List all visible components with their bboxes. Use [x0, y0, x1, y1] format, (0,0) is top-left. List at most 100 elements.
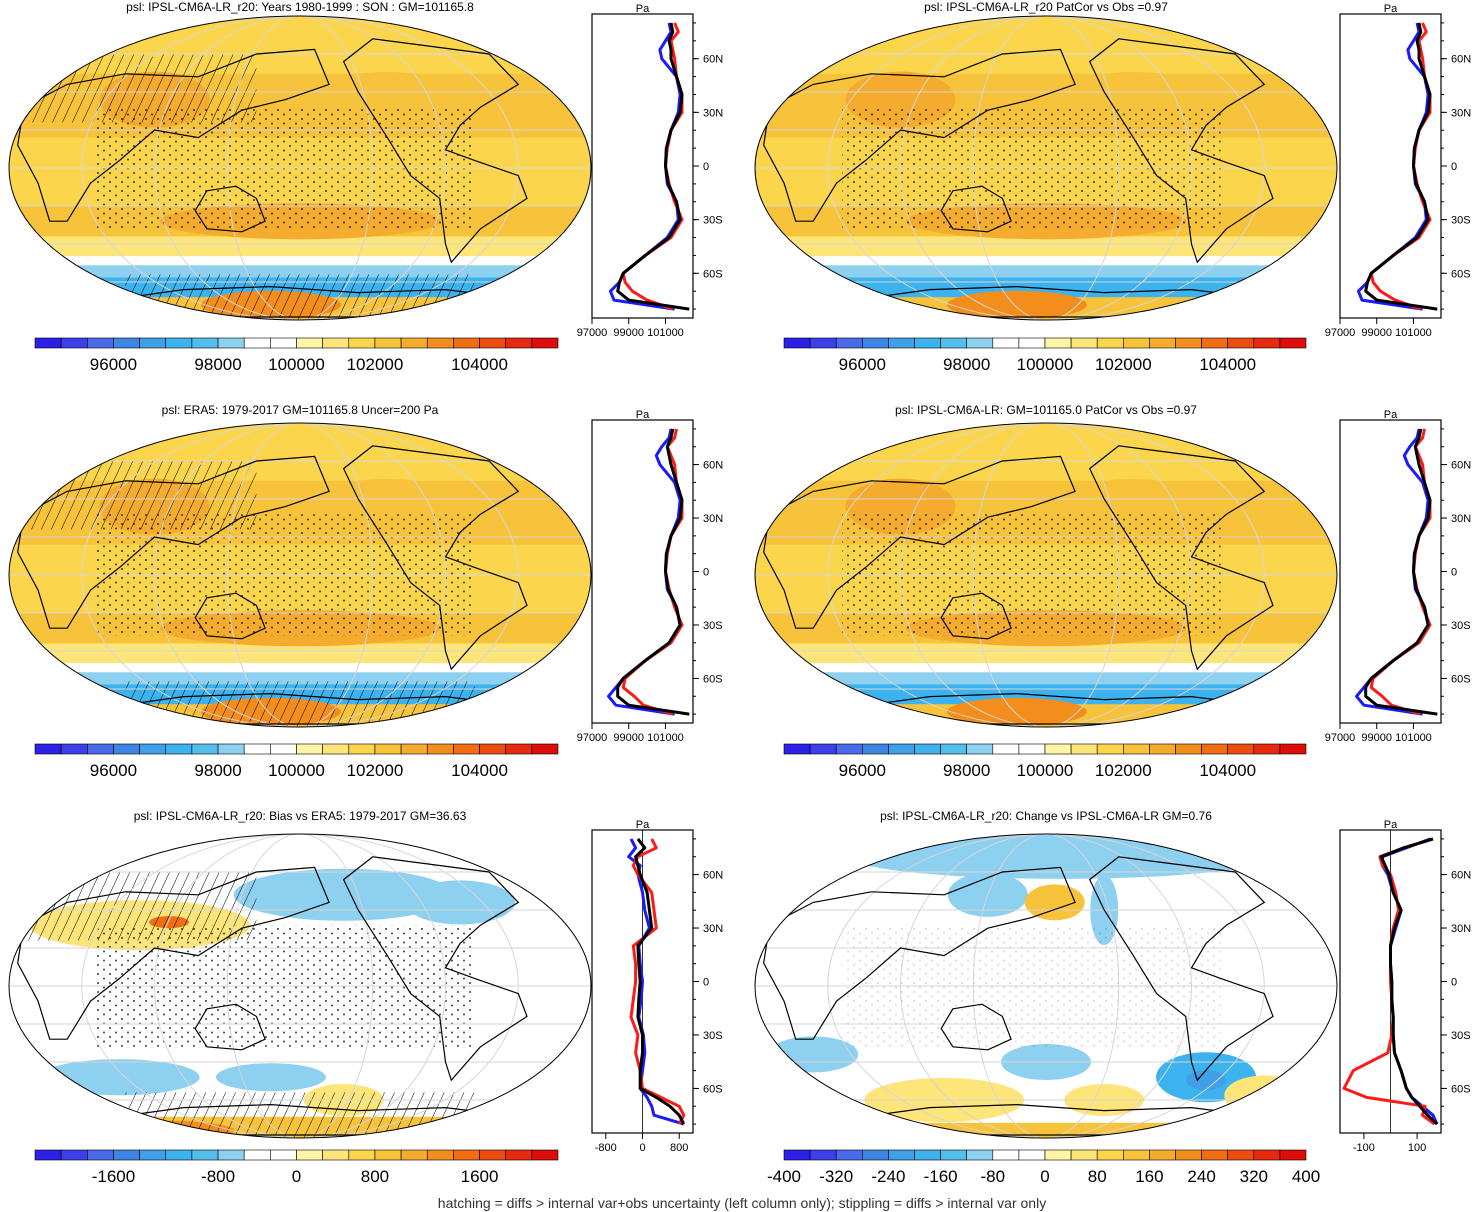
colorbar-swatch	[966, 1149, 994, 1161]
colorbar-swatch	[1123, 1149, 1150, 1161]
colorbar-swatch	[217, 337, 245, 349]
lat-tick-label: 30N	[1451, 107, 1471, 119]
profile-frame	[1339, 419, 1442, 724]
colorbar-swatch	[270, 337, 297, 349]
lat-tick-label: 30N	[703, 513, 723, 525]
colorbar-swatch	[34, 743, 62, 755]
colorbar-tick-label: 104000	[451, 355, 508, 374]
colorbar-swatch	[1044, 1149, 1072, 1161]
map-panel-1: psl: IPSL-CM6A-LR_r20: Years 1980-1999 :…	[8, 0, 592, 321]
panel-title: psl: IPSL-CM6A-LR_r20: Change vs IPSL-CM…	[880, 809, 1212, 823]
profile-tick-label: 99000	[613, 327, 644, 339]
colorbar-tick-label: 100000	[268, 761, 325, 780]
coastline	[763, 48, 1076, 222]
colorbar-tick-label: -400	[767, 1167, 801, 1186]
colorbar-swatch	[1096, 743, 1124, 755]
colorbar-swatch	[888, 1149, 915, 1161]
colorbar-swatch	[992, 743, 1020, 755]
colorbar-swatch	[505, 337, 533, 349]
profile-line-black	[1364, 22, 1438, 311]
profile-unit-label: Pa	[1384, 819, 1398, 831]
colorbar-tick-label: 98000	[194, 355, 241, 374]
colorbar-tick-label: 0	[1040, 1167, 1049, 1186]
footnote: hatching = diffs > internal var+obs unce…	[438, 1195, 1046, 1211]
colorbar-tick-label: 98000	[943, 355, 990, 374]
map-outline	[754, 422, 1338, 728]
lat-tick-label: 60N	[703, 54, 723, 66]
colorbar-swatch	[1175, 743, 1202, 755]
lat-tick-label: 30N	[703, 923, 723, 935]
colorbar-tick-label: 102000	[1095, 355, 1152, 374]
colorbar-swatch	[940, 337, 967, 349]
map-panel-6: psl: IPSL-CM6A-LR_r20: Change vs IPSL-CM…	[754, 809, 1338, 1139]
colorbar-tick-label: 96000	[90, 761, 137, 780]
profile-tick-label: 100	[1408, 1142, 1426, 1154]
lat-tick-label: 30S	[703, 620, 723, 632]
coastline	[491, 840, 549, 881]
coastline	[194, 1003, 266, 1051]
colorbar-swatch	[1070, 337, 1098, 349]
profile-tick-label: 97000	[577, 327, 608, 339]
coastline	[842, 692, 1265, 725]
colorbar-swatch	[940, 743, 967, 755]
profile-line-red	[629, 838, 686, 1125]
lat-tick-label: 60N	[1451, 460, 1471, 472]
colorbar-swatch	[322, 337, 350, 349]
colorbar-tick-label: 98000	[943, 761, 990, 780]
colorbar-swatch	[374, 743, 402, 755]
lat-tick-label: 60S	[1451, 268, 1471, 280]
lat-tick-label: 0	[703, 161, 709, 173]
colorbar-tick-label: 96000	[90, 355, 137, 374]
colorbar-tick-label: -800	[201, 1167, 235, 1186]
colorbar-swatch	[809, 337, 837, 349]
profile-frame	[1339, 13, 1442, 319]
profile-tick-label: 800	[670, 1142, 688, 1154]
colorbar-swatch	[861, 743, 889, 755]
colorbar-swatch	[783, 1149, 811, 1161]
colorbar-swatch	[426, 337, 454, 349]
profile-unit-label: Pa	[1384, 3, 1398, 15]
coastline	[1088, 445, 1274, 671]
colorbar-swatch	[479, 743, 506, 755]
colorbar-swatch	[296, 743, 323, 755]
colorbar-tick-label: 102000	[347, 355, 404, 374]
colorbar-swatch	[400, 1149, 428, 1161]
colorbar-swatch	[60, 337, 88, 349]
profile-line-black	[616, 22, 690, 311]
panel-title: psl: IPSL-CM6A-LR_r20 PatCor vs Obs =0.9…	[924, 0, 1168, 14]
colorbar-swatch	[191, 1149, 219, 1161]
colorbar-swatch	[400, 337, 428, 349]
colorbar-swatch	[1253, 337, 1281, 349]
colorbar-swatch	[400, 743, 428, 755]
colorbar-swatch	[966, 743, 994, 755]
colorbar-swatch	[217, 1149, 245, 1161]
colorbar-swatch	[165, 743, 193, 755]
profile-panel-4: 60N 30N 0 30S 60S Pa 97000 99000 101000	[1325, 409, 1472, 744]
coastline	[763, 455, 1076, 629]
colorbar-swatch	[296, 1149, 323, 1161]
colorbar-swatch	[426, 1149, 454, 1161]
colorbar-tick-label: -240	[871, 1167, 905, 1186]
colorbar-swatch	[191, 337, 219, 349]
colorbar-swatch	[1070, 1149, 1098, 1161]
colorbar-tick-label: 400	[1292, 1167, 1320, 1186]
coastline	[96, 285, 519, 318]
colorbar-swatch	[270, 1149, 297, 1161]
colorbar-swatch	[1227, 743, 1255, 755]
profile-tick-label: 101000	[1395, 327, 1432, 339]
coastline	[194, 185, 266, 233]
lat-tick-label: 60S	[703, 673, 723, 685]
colorbar-swatch	[783, 337, 811, 349]
lat-tick-label: 30S	[1451, 620, 1471, 632]
lat-tick-label: 60N	[703, 460, 723, 472]
colorbar-swatch	[374, 1149, 402, 1161]
profile-panel-5: 60N 30N 0 30S 60S Pa -800 0 800	[591, 819, 723, 1154]
colorbar-swatch	[1175, 1149, 1202, 1161]
panel-title: psl: ERA5: 1979-2017 GM=101165.8 Uncer=2…	[162, 403, 439, 417]
colorbar-swatch	[165, 337, 193, 349]
lat-tick-label: 60N	[1451, 870, 1471, 882]
colorbar-swatch	[809, 743, 837, 755]
colorbar-swatch	[34, 1149, 62, 1161]
map-field	[9, 423, 591, 727]
profile-tick-label: 97000	[1325, 327, 1356, 339]
